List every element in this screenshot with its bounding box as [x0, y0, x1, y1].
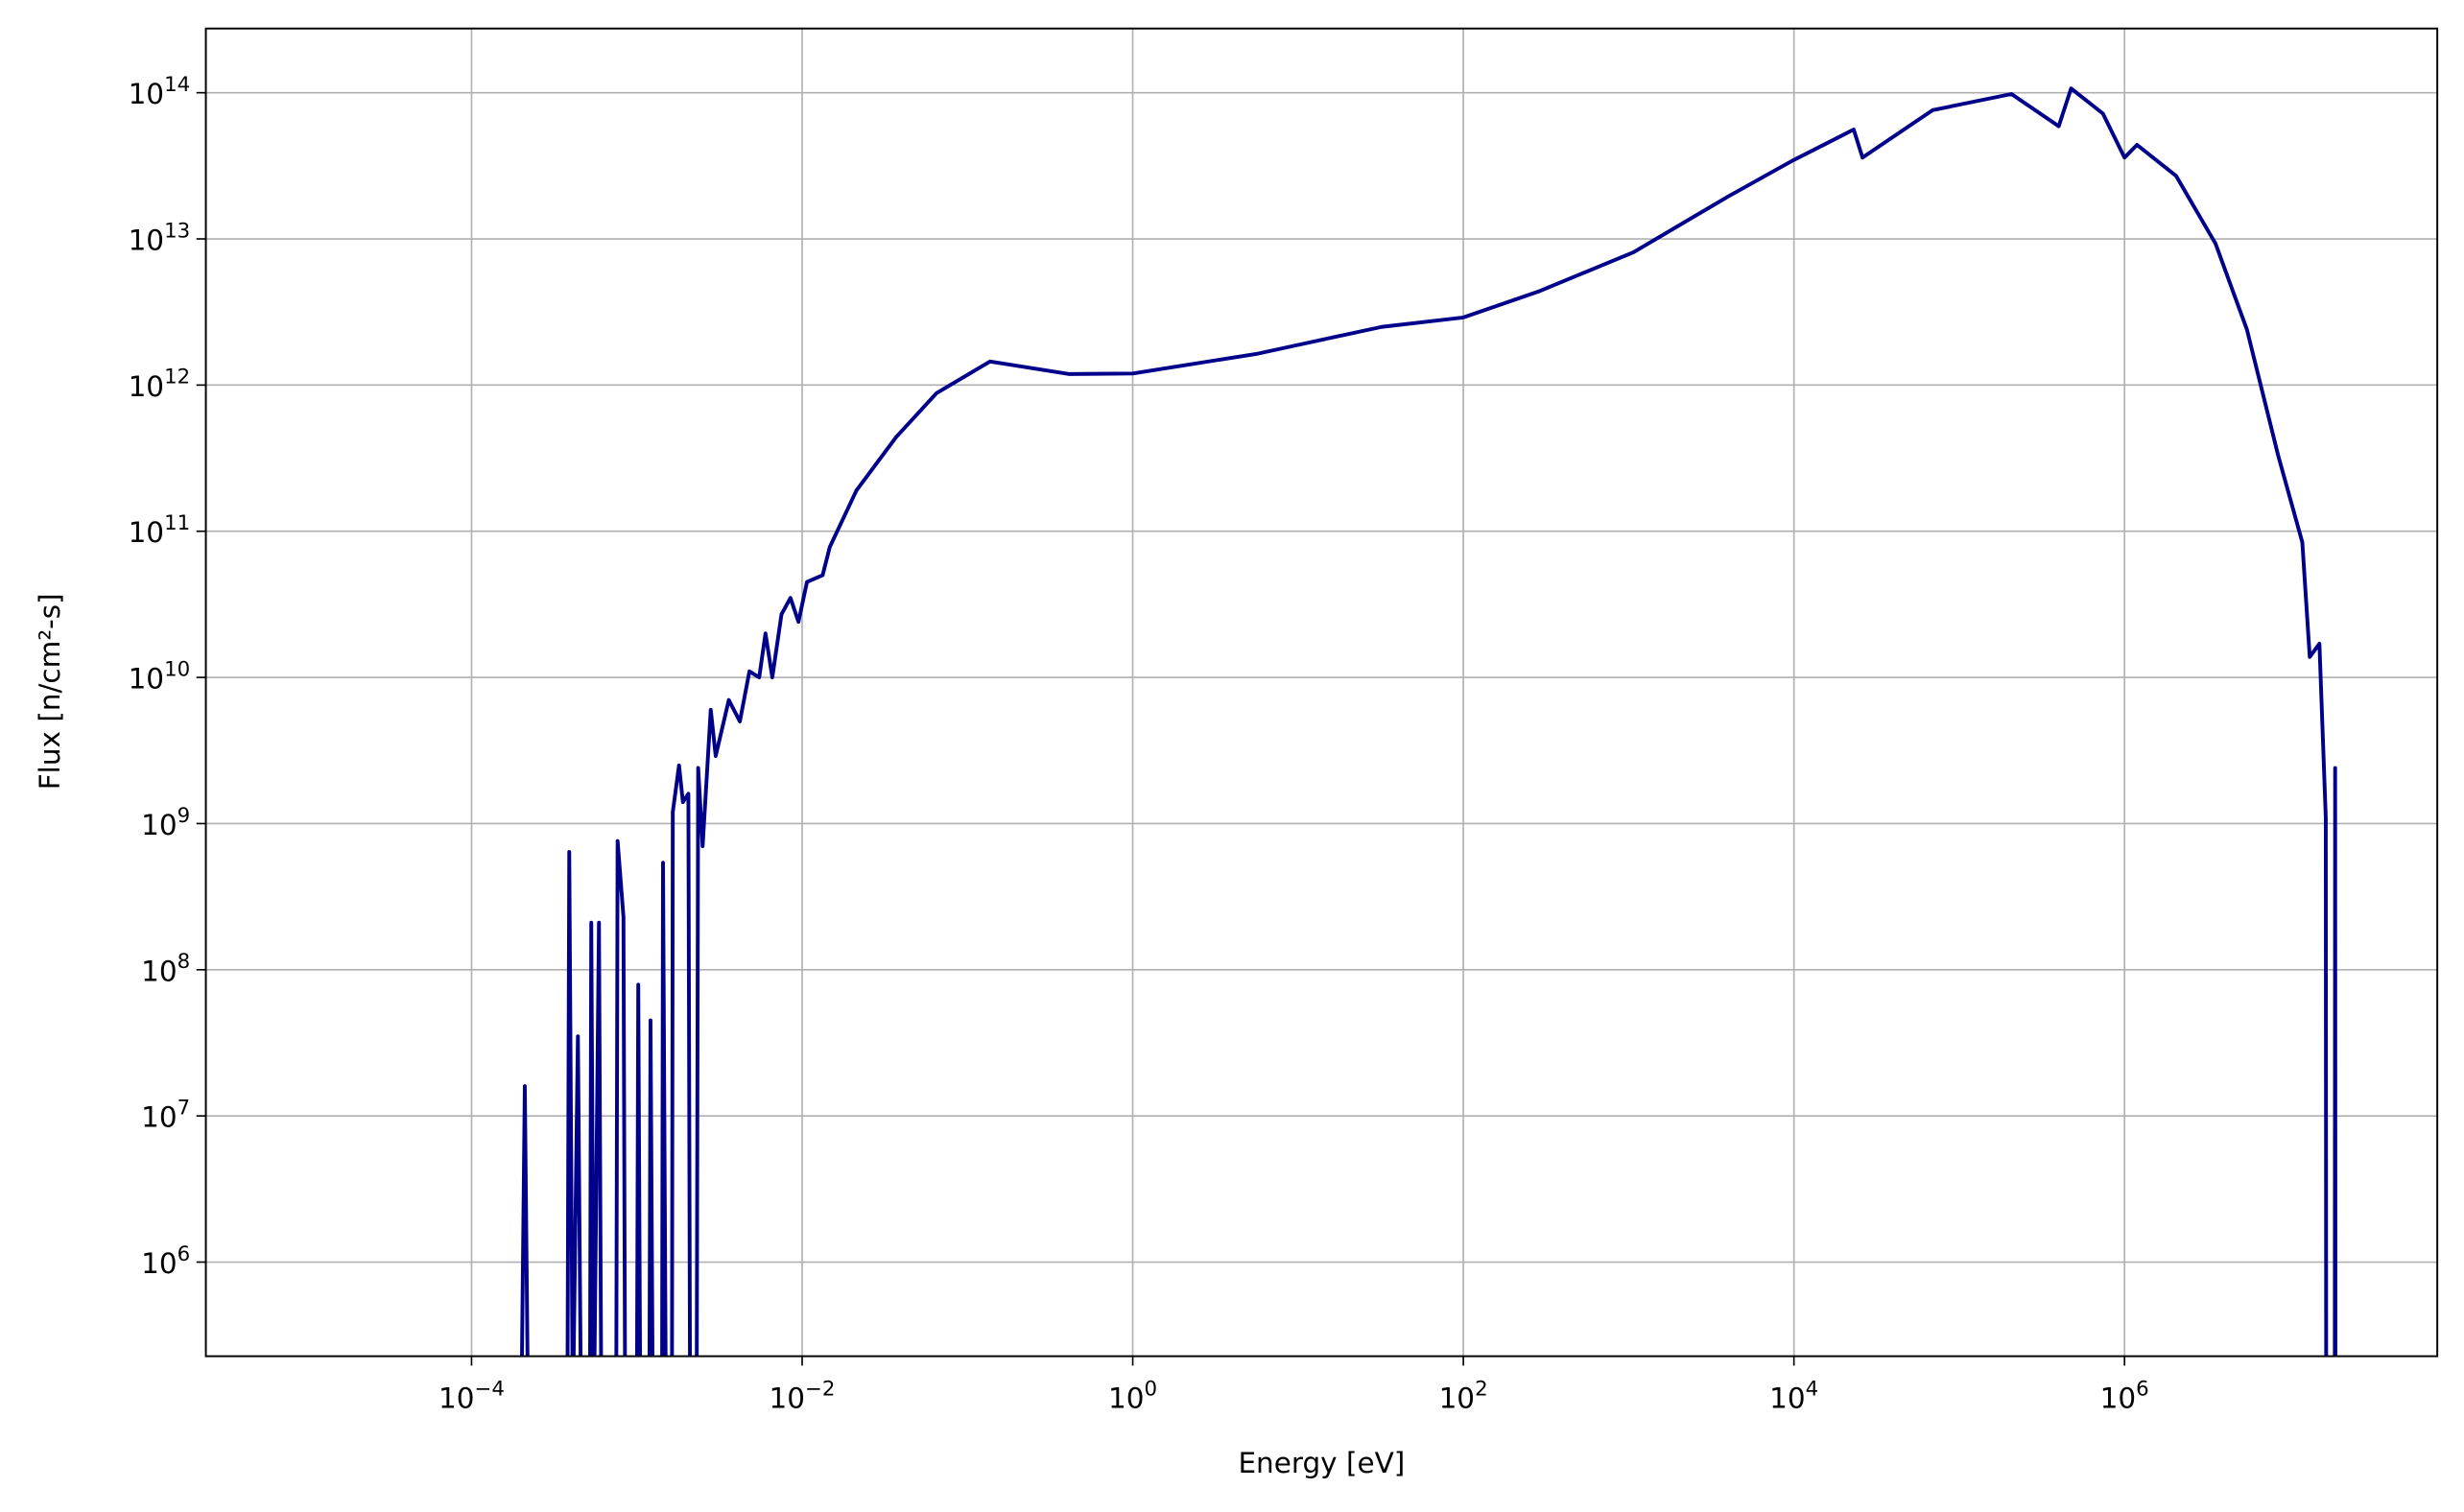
y-tick-label: 107: [141, 1097, 190, 1134]
x-tick-label: 106: [2100, 1378, 2149, 1415]
x-axis-label: Energy [eV]: [1238, 1447, 1405, 1479]
flux-line: [520, 86, 2338, 1357]
plot-frame: [204, 27, 2439, 1358]
y-tick-label: 1012: [129, 366, 191, 403]
x-tick-label: 10−2: [770, 1378, 836, 1415]
x-tick-label: 104: [1769, 1378, 1818, 1415]
y-tick-label: 1010: [129, 657, 191, 695]
y-tick-label: 1014: [129, 73, 191, 110]
y-axis-label: Flux [n/cm²-s]: [34, 593, 66, 790]
y-tick-label: 1011: [129, 511, 191, 549]
y-tick-label: 106: [141, 1242, 190, 1280]
y-tick-label: 109: [141, 804, 190, 841]
x-tick-label: 10−4: [438, 1378, 505, 1415]
y-tick-label: 108: [141, 950, 190, 987]
y-tick-label: 1013: [129, 219, 191, 256]
x-tick-label: 102: [1439, 1378, 1488, 1415]
x-tick-label: 100: [1108, 1378, 1157, 1415]
